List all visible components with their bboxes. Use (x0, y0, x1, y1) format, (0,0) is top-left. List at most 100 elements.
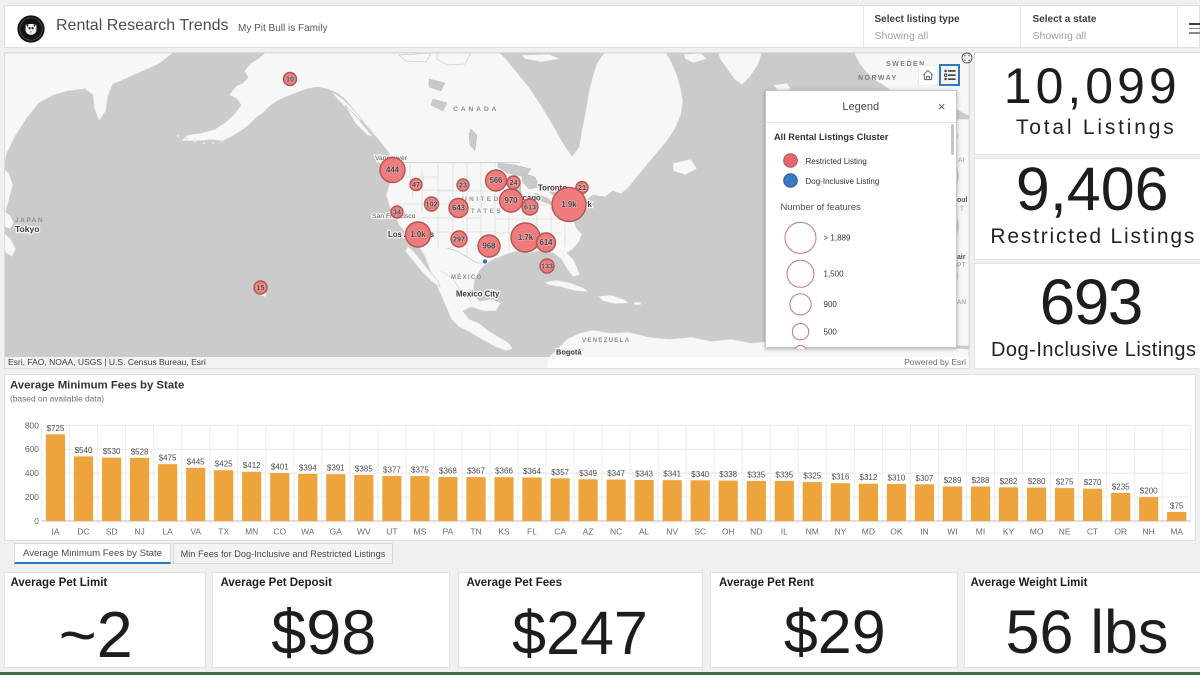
svg-text:NV: NV (666, 527, 678, 537)
svg-text:GA: GA (330, 527, 343, 537)
svg-text:STATES: STATES (464, 208, 503, 215)
svg-text:$307: $307 (916, 474, 934, 483)
svg-text:NH: NH (1143, 527, 1155, 537)
svg-text:0: 0 (34, 516, 39, 526)
svg-text:AI: AI (958, 157, 964, 164)
svg-text:Tokyo: Tokyo (15, 224, 39, 234)
svg-text:CT: CT (1087, 527, 1098, 537)
svg-text:$475: $475 (159, 454, 177, 463)
svg-text:970: 970 (504, 196, 518, 205)
svg-text:$340: $340 (691, 470, 709, 479)
svg-text:10: 10 (286, 75, 294, 84)
svg-text:UNITED: UNITED (462, 196, 501, 203)
svg-text:OR: OR (1114, 527, 1127, 537)
svg-text:(based on available data): (based on available data) (10, 394, 104, 404)
svg-text:614: 614 (539, 238, 553, 247)
svg-text:PA: PA (443, 527, 454, 537)
svg-text:$310: $310 (888, 473, 906, 482)
svg-text:$364: $364 (523, 467, 541, 476)
svg-text:Mexico City: Mexico City (456, 290, 500, 299)
svg-text:JAPAN: JAPAN (15, 217, 44, 224)
svg-text:WV: WV (357, 527, 371, 537)
svg-text:$75: $75 (1170, 502, 1184, 511)
svg-text:900: 900 (824, 300, 838, 309)
svg-text:$367: $367 (467, 467, 485, 476)
svg-text:NJ: NJ (134, 527, 144, 537)
svg-text:MA: MA (1170, 527, 1183, 537)
svg-text:Bogotá: Bogotá (556, 348, 582, 357)
svg-text:CANADA: CANADA (453, 106, 499, 113)
svg-text:Average Minimum Fees by State: Average Minimum Fees by State (10, 380, 184, 392)
svg-text:297: 297 (453, 235, 465, 244)
svg-text:$338: $338 (719, 470, 737, 479)
svg-text:SWEDEN: SWEDEN (886, 61, 926, 68)
svg-text:$391: $391 (327, 464, 345, 473)
svg-text:$341: $341 (663, 470, 681, 479)
svg-text:> 1,889: > 1,889 (824, 234, 851, 243)
svg-text:$282: $282 (1000, 477, 1018, 486)
svg-text:400: 400 (25, 468, 39, 478)
svg-text:643: 643 (452, 204, 466, 213)
svg-text:CO: CO (273, 527, 286, 537)
svg-text:WA: WA (301, 527, 315, 537)
svg-text:MO: MO (1030, 527, 1044, 537)
svg-text:AZ: AZ (583, 527, 594, 537)
svg-text:SC: SC (694, 527, 706, 537)
svg-text:$349: $349 (579, 469, 597, 478)
svg-text:$288: $288 (972, 476, 990, 485)
svg-text:VENEZUELA: VENEZUELA (582, 337, 630, 344)
svg-text:133: 133 (541, 262, 553, 271)
svg-text:$366: $366 (495, 467, 513, 476)
svg-text:$275: $275 (1056, 478, 1074, 487)
svg-text:Toronto: Toronto (538, 184, 567, 193)
svg-text:DC: DC (77, 527, 89, 537)
svg-text:600: 600 (25, 444, 39, 454)
svg-text:ND: ND (750, 527, 762, 537)
svg-text:500: 500 (824, 327, 838, 336)
svg-text:1.7k: 1.7k (518, 233, 534, 242)
svg-text:UT: UT (386, 527, 397, 537)
svg-text:$445: $445 (187, 457, 205, 466)
svg-text:$394: $394 (299, 463, 317, 472)
svg-text:$377: $377 (383, 465, 401, 474)
svg-text:47: 47 (412, 180, 420, 189)
svg-text:SD: SD (106, 527, 118, 537)
svg-text:1,500: 1,500 (824, 269, 845, 278)
svg-text:$325: $325 (803, 472, 821, 481)
svg-text:VA: VA (190, 527, 201, 537)
svg-text:oul: oul (957, 197, 968, 204)
svg-text:15: 15 (257, 283, 265, 292)
svg-text:NM: NM (806, 527, 819, 537)
svg-text:34: 34 (393, 208, 401, 217)
svg-text:$270: $270 (1084, 478, 1102, 487)
svg-text:$528: $528 (131, 447, 149, 456)
svg-text:NC: NC (610, 527, 622, 537)
svg-text:$357: $357 (551, 468, 569, 477)
svg-text:$412: $412 (243, 461, 261, 470)
svg-text:$200: $200 (1140, 487, 1158, 496)
svg-text:102: 102 (426, 200, 438, 209)
svg-text:WI: WI (947, 527, 957, 537)
svg-text:23: 23 (459, 181, 467, 190)
svg-text:MD: MD (862, 527, 875, 537)
svg-text:MS: MS (414, 527, 427, 537)
svg-text:AL: AL (639, 527, 650, 537)
svg-text:air: air (957, 254, 966, 261)
svg-text:KS: KS (498, 527, 510, 537)
svg-text:T: T (960, 206, 964, 213)
svg-text:LA: LA (162, 527, 173, 537)
svg-text:AN: AN (957, 299, 966, 306)
svg-text:OH: OH (722, 527, 735, 537)
svg-text:MN: MN (245, 527, 258, 537)
svg-text:566: 566 (489, 176, 503, 185)
svg-text:$335: $335 (747, 470, 765, 479)
svg-text:$385: $385 (355, 464, 373, 473)
svg-text:KY: KY (1003, 527, 1015, 537)
svg-text:NORWAY: NORWAY (858, 75, 898, 82)
svg-text:800: 800 (25, 420, 39, 430)
svg-text:200: 200 (25, 492, 39, 502)
svg-text:CA: CA (554, 527, 566, 537)
svg-text:$235: $235 (1112, 482, 1130, 491)
svg-text:IL: IL (781, 527, 788, 537)
svg-text:$289: $289 (944, 476, 962, 485)
